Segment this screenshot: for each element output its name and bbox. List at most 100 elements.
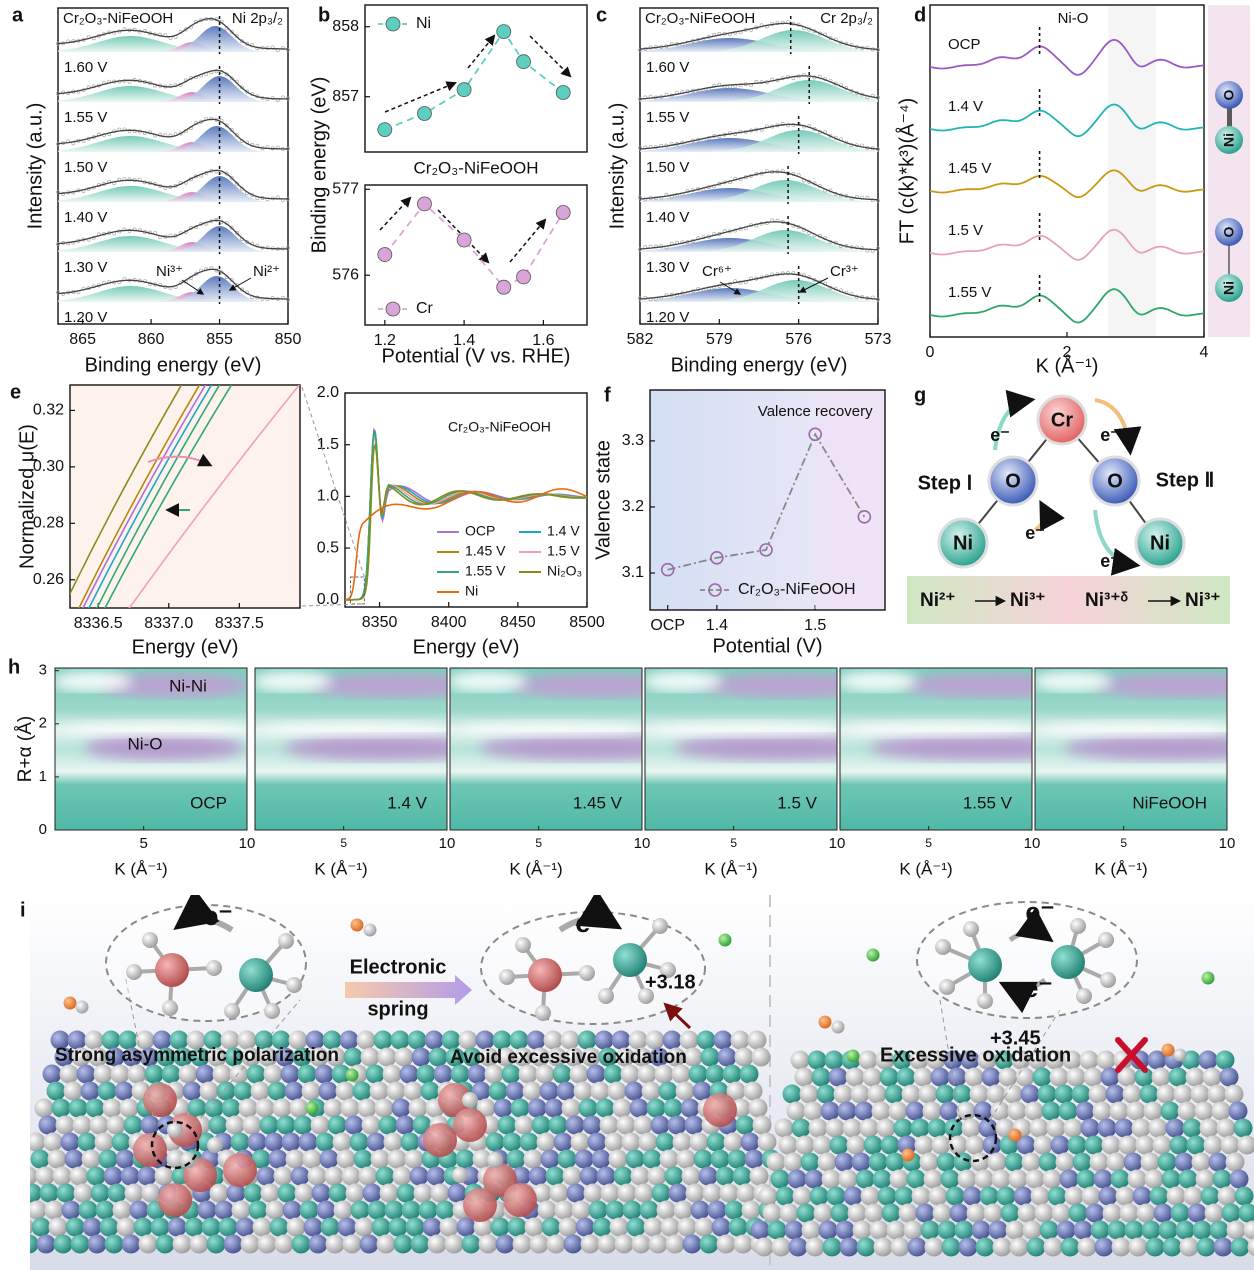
x-axis-label: Potential (V) [712,635,822,657]
panel-label: d [914,4,926,26]
surface-atom [68,1098,88,1118]
surface-atom [133,1217,153,1237]
free-atom [75,1000,89,1014]
surface-atom [428,1047,448,1067]
surface-atom [774,1118,794,1138]
surface-atom [502,1132,522,1152]
surface-atom [565,1115,585,1135]
surface-atom [843,1186,863,1206]
legend-label: 1.55 V [465,563,506,579]
surface-atom [804,1169,824,1189]
surface-atom [988,1220,1008,1240]
spectrum-line [345,442,588,601]
surface-atom [94,1132,114,1152]
spectrum-line [70,385,183,596]
surface-atom [345,1183,365,1203]
surface-atom [505,1081,525,1101]
surface-atom [254,1030,274,1050]
surface-atom [1015,1067,1035,1087]
surface-atom [788,1237,808,1257]
surface-atom [214,1200,234,1220]
surface-atom [509,1030,529,1050]
surface-atom [1199,1118,1219,1138]
surface-atom [625,1149,645,1169]
recovery-region [815,391,884,609]
x-axis-label: K (Å⁻¹) [314,859,367,878]
spectrum-line [344,488,588,601]
surface-atom [435,1200,455,1220]
surface-atom [336,1149,356,1169]
surface-atom [36,1234,56,1254]
surface-atom [876,1118,896,1138]
caption: spring [367,998,428,1020]
surface-atom [1209,1220,1229,1240]
surface-atom [659,1149,679,1169]
surface-atom [962,1186,982,1206]
data-point [759,543,773,557]
surface-atom [1047,1186,1067,1206]
surface-atom [807,1050,827,1070]
focus-ring [948,1113,998,1163]
plot-frame [364,4,588,153]
surface-atom [1049,1067,1069,1087]
surface-atom [1090,1220,1110,1240]
trend-arrow [384,81,457,113]
surface-atom [702,1183,722,1203]
x-tick-label: 1.4 [706,617,728,634]
surface-atom [911,1186,931,1206]
y-tick-label: 577 [332,181,359,198]
surface-atom [837,1101,857,1121]
raw-point [280,46,285,51]
metal-center [1051,945,1085,979]
trend-arrow [379,196,412,231]
curve-label: 1.20 V [64,309,107,326]
metal-center [239,958,273,992]
surface-atom [611,1030,631,1050]
surface-atom [212,1064,232,1084]
surface-atom [948,1135,968,1155]
surface-atom [102,1098,122,1118]
adsorbate [452,1167,468,1183]
surface-atom [353,1149,373,1169]
surface-atom [294,1183,314,1203]
surface-atom [52,1166,72,1186]
fit-envelope [57,18,288,50]
surface-atom [237,1030,257,1050]
surface-atom [524,1217,544,1237]
surface-atom [69,1166,89,1186]
surface-atom [450,1064,470,1084]
raw-point [870,198,875,203]
surface-atom [639,1200,659,1220]
y-tick-label: 0.28 [33,515,64,532]
surface-atom [1152,1135,1172,1155]
surface-atom [847,1203,867,1223]
ligand [660,962,676,978]
atom-icon [1215,81,1243,109]
raw-point [780,20,785,25]
surface-atom [786,1101,806,1121]
surface-atom [303,1217,323,1237]
surface-atom [1192,1220,1212,1240]
surface-atom [1174,1152,1194,1172]
surface-atom [719,1183,739,1203]
heatmap [55,668,247,830]
surface-atom [238,1098,258,1118]
caption: Electronic [350,956,447,978]
surface-atom [246,1064,266,1084]
raw-point [234,181,239,186]
surface-atom [1202,1067,1222,1087]
surface-atom [782,1084,802,1104]
caption: e⁻ [1025,897,1054,927]
surface-atom [1055,1152,1075,1172]
surface-atom [112,1200,132,1220]
surface-atom [1084,1135,1104,1155]
surface-atom [513,1047,533,1067]
surface-atom [106,1115,126,1135]
surface-atom [240,1234,260,1254]
surface-atom [116,1217,136,1237]
intensity-band [509,673,642,698]
surface-atom [641,1081,661,1101]
surface-atom [574,1149,594,1169]
surface-atom [60,1132,80,1152]
surface-atom [387,1149,407,1169]
